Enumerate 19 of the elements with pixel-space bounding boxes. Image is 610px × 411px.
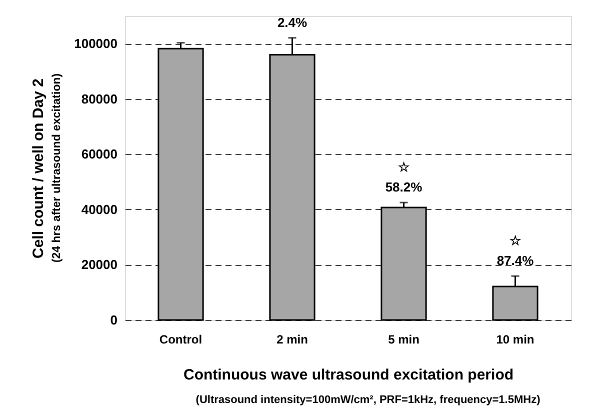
bar <box>158 48 204 321</box>
y-tick-label: 80000 <box>81 91 118 106</box>
x-tick-label: 5 min <box>388 332 420 346</box>
x-axis-title: Continuous wave ultrasound excitation period <box>183 366 514 384</box>
y-tick-label: 40000 <box>81 202 118 217</box>
y-tick-label: 0 <box>110 312 118 328</box>
text: (24 hrs after ultrasound excitation) <box>51 73 63 263</box>
annotation: 2.4% <box>277 14 308 30</box>
annotation: ☆ 58.2% <box>385 160 423 195</box>
text: (Ultrasound intensity=100mW/cm², PRF=1kHz, frequency=1.5MHz) <box>196 394 541 406</box>
x-tick-label: 10 min <box>496 332 534 346</box>
y-tick-label: 20000 <box>81 257 118 272</box>
y-axis-title: Cell count / well on Day 2 <box>30 78 48 259</box>
x-tick-label: 2 min <box>276 332 308 346</box>
annotation: ☆ 87.4% <box>496 233 534 268</box>
y-tick-label: 60000 <box>81 146 118 162</box>
bar <box>380 206 427 321</box>
y-tick-label: 100000 <box>74 36 118 52</box>
x-tick-label: Control <box>159 332 202 346</box>
